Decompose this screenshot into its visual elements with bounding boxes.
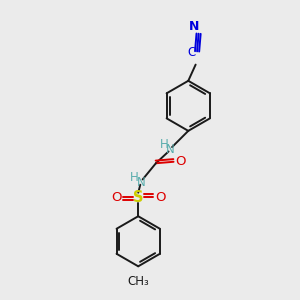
Text: O: O <box>155 190 166 204</box>
Text: CH₃: CH₃ <box>127 274 149 287</box>
Text: O: O <box>175 155 185 168</box>
Text: C: C <box>188 46 196 59</box>
Text: H: H <box>160 138 168 151</box>
Text: N: N <box>137 176 146 189</box>
Text: O: O <box>111 190 122 204</box>
Text: H: H <box>130 172 139 184</box>
Text: N: N <box>189 20 200 33</box>
Text: N: N <box>166 143 175 156</box>
Text: S: S <box>133 190 143 205</box>
